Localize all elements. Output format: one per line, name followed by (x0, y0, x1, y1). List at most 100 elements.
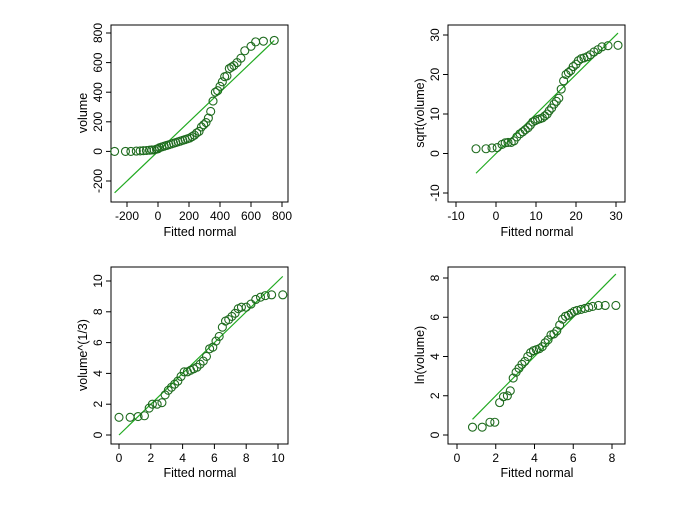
y-tick-label: -200 (91, 169, 105, 193)
x-tick-label: 8 (609, 451, 616, 465)
data-point (549, 99, 559, 109)
y-tick-label: 0 (428, 431, 442, 438)
y-tick-label: 4 (428, 353, 442, 360)
panel-volume: Fitted normal volume -200 0 200 400 600 800 -2… (76, 23, 292, 239)
data-point (230, 308, 240, 318)
data-point (534, 344, 544, 354)
data-point (211, 336, 221, 346)
y-axis-title: volume (76, 93, 90, 133)
x-tick-label: 4 (531, 451, 538, 465)
data-point (593, 300, 603, 311)
data-point (278, 290, 288, 300)
data-point (518, 127, 528, 137)
y-axis-title: sqrt(volume) (413, 78, 427, 147)
data-point (215, 81, 225, 91)
data-point (559, 76, 569, 86)
x-tick-label: 30 (609, 209, 623, 223)
data-point (540, 111, 550, 121)
data-point (613, 40, 623, 50)
reference-line (475, 32, 619, 174)
data-point (552, 326, 562, 336)
data-point (125, 412, 135, 422)
data-point (500, 138, 510, 148)
data-point (508, 373, 518, 383)
data-point (198, 356, 208, 366)
data-point (492, 143, 502, 153)
data-point (555, 320, 565, 330)
x-tick-label: 20 (569, 209, 583, 223)
data-point (549, 329, 559, 339)
data-point (173, 376, 183, 386)
data-point (236, 53, 246, 63)
data-point (267, 290, 277, 300)
data-point (208, 96, 218, 106)
y-tick-label: 6 (428, 314, 442, 321)
plot-frame (110, 24, 289, 203)
x-tick-label: 6 (570, 451, 577, 465)
y-tick-label: 10 (428, 107, 442, 121)
data-point (600, 300, 610, 311)
y-tick-label: 10 (91, 274, 105, 288)
y-tick-label: 8 (428, 274, 442, 281)
data-point (224, 63, 234, 74)
data-point (217, 77, 227, 87)
data-point (213, 86, 223, 96)
data-point (194, 126, 204, 136)
data-point (566, 308, 576, 318)
data-point (485, 417, 495, 427)
plot-frame (110, 266, 289, 445)
data-point (199, 120, 209, 130)
y-tick-label: 0 (428, 150, 442, 157)
data-point (543, 335, 553, 345)
y-axis-title: volume^(1/3) (76, 319, 90, 391)
y-tick-label: 4 (91, 370, 105, 377)
y-tick-label: 6 (91, 339, 105, 346)
x-tick-label: -200 (115, 209, 139, 223)
data-point (526, 348, 536, 358)
y-tick-label: 0 (91, 431, 105, 438)
data-point (139, 411, 149, 421)
data-point (503, 137, 513, 147)
data-point (487, 143, 497, 153)
data-point (176, 371, 186, 382)
data-point (544, 106, 554, 116)
data-point (133, 411, 143, 422)
data-point (255, 292, 266, 302)
data-point (201, 117, 211, 128)
x-tick-label: 6 (211, 451, 218, 465)
data-point (227, 311, 237, 321)
data-point (251, 37, 261, 47)
data-point (520, 356, 530, 366)
data-point (568, 62, 578, 72)
panel-ln-volume: Fitted normal ln(volume) 0 2 4 6 8 0 2 4 6 8 (413, 266, 626, 480)
data-point (573, 56, 583, 66)
reference-line (118, 275, 284, 436)
plot-frame (447, 266, 626, 445)
data-point (481, 144, 491, 154)
data-point (236, 302, 246, 312)
data-point (523, 123, 533, 133)
y-tick-label: 8 (91, 308, 105, 315)
data-point (206, 106, 216, 116)
data-point (584, 302, 594, 312)
data-point (227, 62, 237, 72)
data-point (556, 84, 566, 94)
data-point (269, 35, 279, 45)
data-point (224, 314, 234, 325)
data-point (611, 300, 621, 311)
data-point (554, 93, 564, 103)
x-tick-label: 8 (243, 451, 250, 465)
data-point (471, 144, 481, 154)
y-tick-label: 30 (428, 28, 442, 42)
data-point (138, 146, 148, 156)
data-point (179, 367, 189, 377)
y-tick-label: 200 (91, 111, 105, 131)
data-point (520, 125, 530, 135)
data-point (241, 302, 251, 312)
data-point (260, 291, 270, 301)
data-point (192, 128, 202, 138)
y-tick-label: 800 (91, 23, 105, 43)
data-point (240, 46, 250, 56)
data-point (120, 146, 130, 156)
